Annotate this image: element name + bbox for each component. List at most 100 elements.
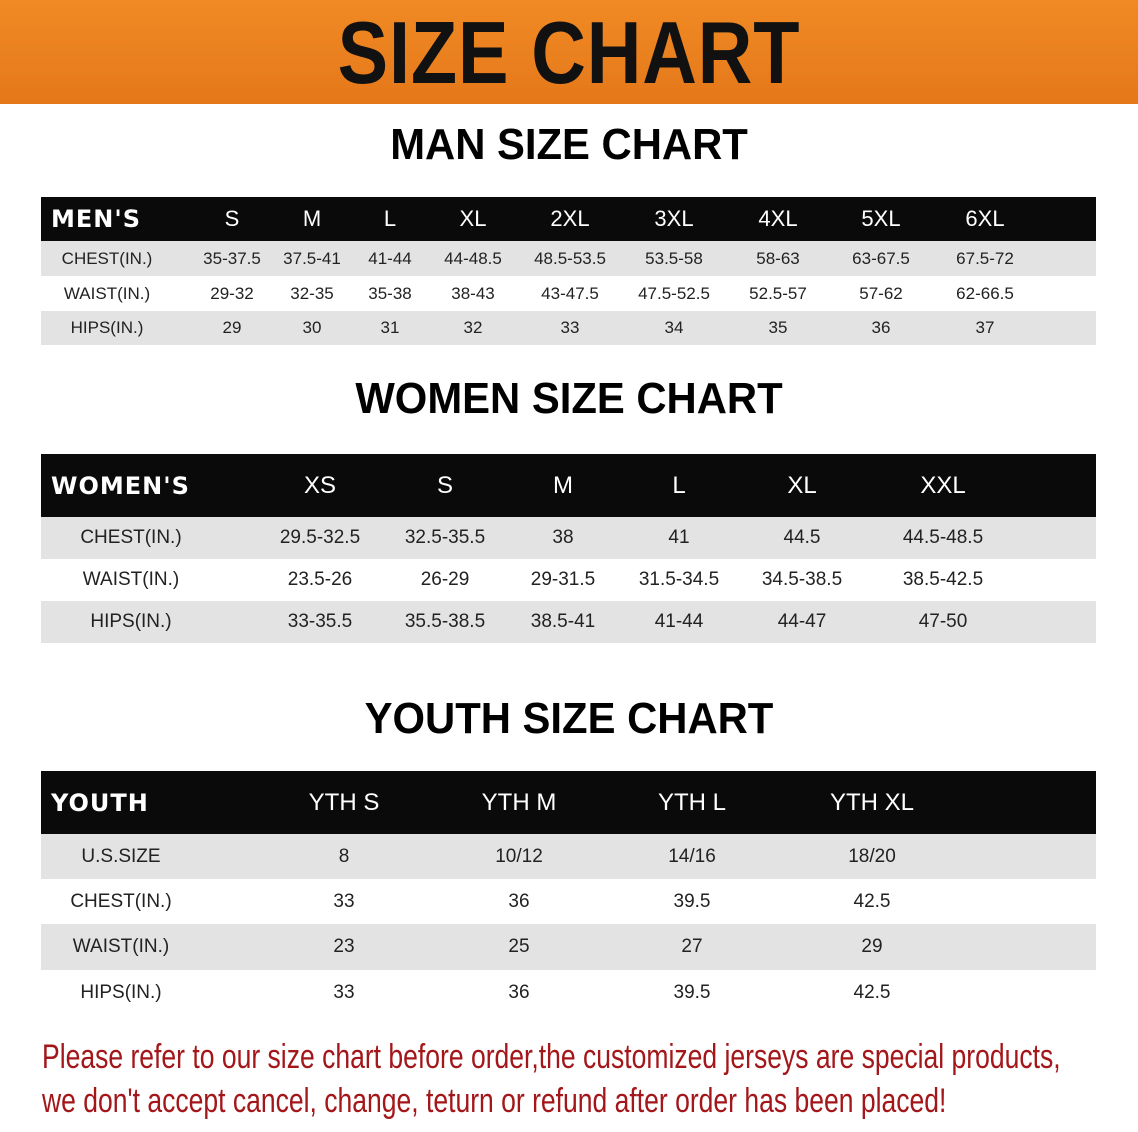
measurement-cell: 31 <box>380 318 400 337</box>
measurement-cell: 10/12 <box>495 845 543 867</box>
measurement-cell: 63-67.5 <box>852 248 910 268</box>
banner: SIZE CHART <box>0 0 1138 104</box>
size-header-cell: XL <box>787 471 817 499</box>
men-header-row: MEN'S S M L XL 2XL 3XL 4XL 5XL 6XL <box>41 197 1096 241</box>
measurement-cell: 39.5 <box>673 890 711 912</box>
measurement-cell: 23.5-26 <box>287 569 353 590</box>
men-header-label: MEN'S <box>51 205 141 233</box>
size-header-cell: XXL <box>920 471 966 499</box>
notice-line-2: we don't accept cancel, change, teturn o… <box>42 1082 947 1120</box>
table-row: U.S.SIZE 8 10/12 14/16 18/20 <box>41 834 1096 879</box>
size-header-cell: M <box>553 471 573 499</box>
measurement-cell: 37.5-41 <box>283 248 341 268</box>
measurement-cell: 37 <box>975 318 995 337</box>
youth-section-title: YOUTH SIZE CHART <box>364 694 774 743</box>
size-header-cell: 4XL <box>758 206 798 231</box>
measurement-cell: 35.5-38.5 <box>404 611 486 632</box>
measurement-cell: 58-63 <box>756 248 800 268</box>
measurement-cell: 38-43 <box>451 283 495 303</box>
measurement-cell: 14/16 <box>668 845 716 867</box>
measurement-cell: 62-66.5 <box>956 283 1014 303</box>
measurement-cell: 31.5-34.5 <box>638 569 720 590</box>
row-label: CHEST(IN.) <box>70 890 172 912</box>
measurement-cell: 34.5-38.5 <box>761 569 843 590</box>
measurement-cell: 53.5-58 <box>645 248 703 268</box>
row-label: HIPS(IN.) <box>90 611 172 632</box>
measurement-cell: 44.5-48.5 <box>902 527 984 548</box>
size-header-cell: L <box>672 471 686 499</box>
row-label: WAIST(IN.) <box>82 569 180 590</box>
size-header-cell: YTH XL <box>829 788 915 816</box>
measurement-cell: 35-38 <box>368 283 412 303</box>
size-header-cell: XL <box>459 206 487 231</box>
youth-header-row: YOUTH YTH S YTH M YTH L YTH XL <box>41 771 1096 834</box>
men-section-title: MAN SIZE CHART <box>390 120 748 169</box>
row-label: HIPS(IN.) <box>70 318 144 337</box>
size-header-cell: YTH M <box>481 788 557 816</box>
size-header-cell: 5XL <box>861 206 901 231</box>
measurement-cell: 30 <box>302 318 322 337</box>
men-size-table: MEN'S S M L XL 2XL 3XL 4XL 5XL 6XL CHEST(IN.) 35-37… <box>41 197 1096 345</box>
size-header-cell: YTH S <box>308 788 380 816</box>
measurement-cell: 42.5 <box>853 981 891 1003</box>
table-row: WAIST(IN.) 23.5-26 26-29 29-31.5 31.5-34.5 34… <box>41 559 1096 601</box>
measurement-cell: 36 <box>871 318 891 337</box>
measurement-cell: 29-32 <box>210 283 254 303</box>
banner-title: SIZE CHART <box>337 3 801 102</box>
measurement-cell: 42.5 <box>853 890 891 912</box>
size-header-cell: M <box>302 206 322 231</box>
measurement-cell: 47.5-52.5 <box>638 283 710 303</box>
measurement-cell: 35-37.5 <box>203 248 261 268</box>
measurement-cell: 38.5-42.5 <box>902 569 984 590</box>
measurement-cell: 67.5-72 <box>956 248 1014 268</box>
measurement-cell: 38.5-41 <box>530 611 596 632</box>
size-header-cell: L <box>383 206 397 231</box>
measurement-cell: 44-47 <box>777 611 827 632</box>
measurement-cell: 8 <box>338 845 350 867</box>
size-header-cell: XS <box>303 471 337 499</box>
row-label: CHEST(IN.) <box>80 527 182 548</box>
measurement-cell: 33 <box>333 981 355 1003</box>
size-header-cell: S <box>224 206 240 231</box>
measurement-cell: 44-48.5 <box>444 248 502 268</box>
women-header-row: WOMEN'S XS S M L XL XXL <box>41 454 1096 517</box>
measurement-cell: 44.5 <box>783 527 821 548</box>
size-header-cell: S <box>436 471 454 499</box>
table-row: WAIST(IN.) 29-32 32-35 35-38 38-43 43-47.5 47.… <box>41 276 1096 311</box>
table-row: HIPS(IN.) 29 30 31 32 33 34 35 36 37 <box>41 311 1096 345</box>
measurement-cell: 41 <box>668 527 690 548</box>
women-section-title: WOMEN SIZE CHART <box>355 374 783 423</box>
measurement-cell: 29 <box>222 318 242 337</box>
measurement-cell: 32 <box>463 318 483 337</box>
measurement-cell: 52.5-57 <box>749 283 807 303</box>
row-label: U.S.SIZE <box>81 845 161 867</box>
measurement-cell: 48.5-53.5 <box>534 248 606 268</box>
measurement-cell: 33 <box>333 890 355 912</box>
table-row: HIPS(IN.) 33 36 39.5 42.5 <box>41 970 1096 1015</box>
measurement-cell: 35 <box>768 318 788 337</box>
measurement-cell: 18/20 <box>848 845 896 867</box>
row-label: WAIST(IN.) <box>72 936 170 957</box>
women-header-label: WOMEN'S <box>51 471 190 500</box>
measurement-cell: 27 <box>681 936 703 957</box>
size-header-cell: 6XL <box>965 206 1005 231</box>
measurement-cell: 32-35 <box>290 283 334 303</box>
measurement-cell: 29.5-32.5 <box>279 527 361 548</box>
measurement-cell: 39.5 <box>673 981 711 1003</box>
measurement-cell: 32.5-35.5 <box>404 527 486 548</box>
table-row: HIPS(IN.) 33-35.5 35.5-38.5 38.5-41 41-44 44-… <box>41 601 1096 643</box>
notice-line-1: Please refer to our size chart before or… <box>42 1038 1061 1076</box>
row-label: WAIST(IN.) <box>63 283 151 303</box>
measurement-cell: 29-31.5 <box>530 569 596 590</box>
measurement-cell: 29 <box>861 936 883 957</box>
measurement-cell: 41-44 <box>654 611 704 632</box>
measurement-cell: 36 <box>508 981 530 1003</box>
measurement-cell: 41-44 <box>368 248 412 268</box>
measurement-cell: 33 <box>560 318 580 337</box>
measurement-cell: 43-47.5 <box>541 283 599 303</box>
youth-header-label: YOUTH <box>51 788 149 817</box>
size-header-cell: YTH L <box>657 788 727 816</box>
women-size-table: WOMEN'S XS S M L XL XXL CHEST(IN.) 29.5-32.5 32.5… <box>41 454 1096 643</box>
row-label: HIPS(IN.) <box>80 981 162 1003</box>
size-header-cell: 3XL <box>654 206 694 231</box>
